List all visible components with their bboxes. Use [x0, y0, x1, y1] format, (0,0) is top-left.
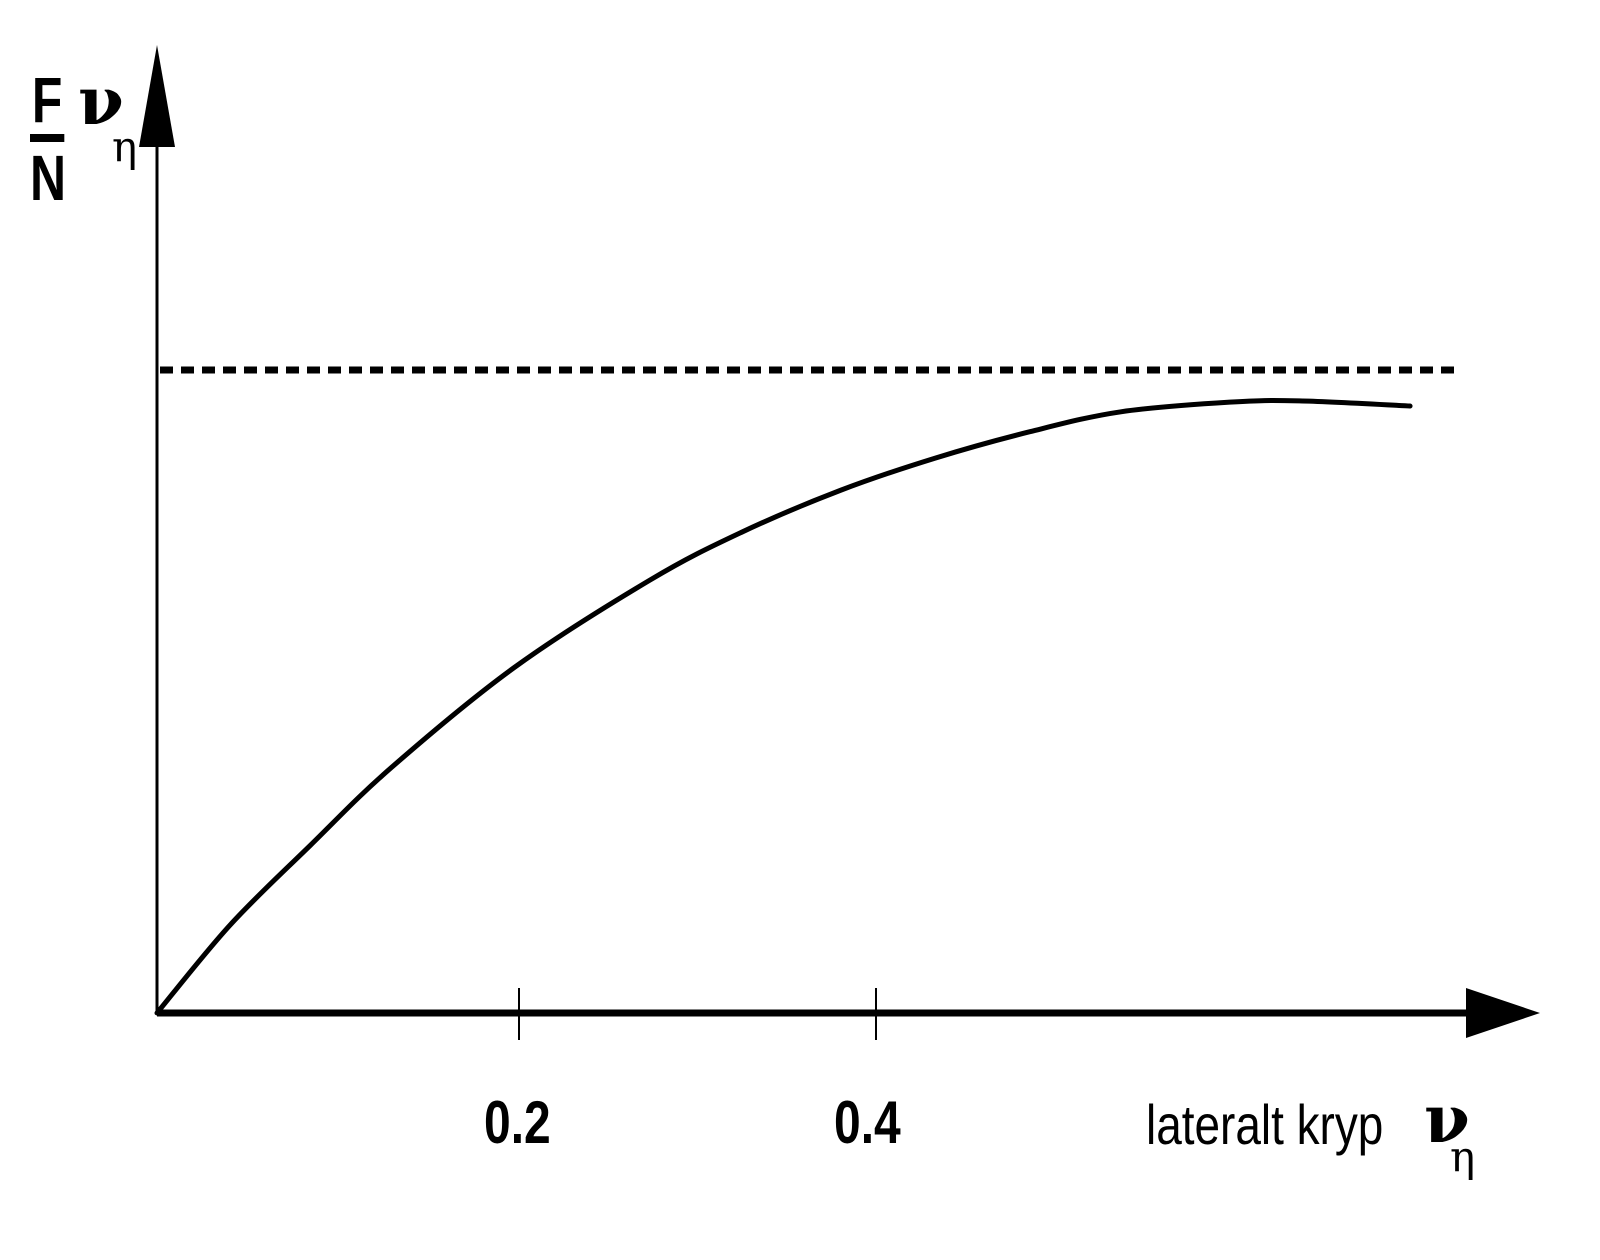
x-axis-label-subscript: η	[1450, 1132, 1476, 1181]
x-tick-label-0.4: 0.4	[834, 1089, 901, 1156]
y-label-subscript: η	[112, 122, 138, 171]
y-label-nu: ν	[78, 62, 124, 140]
y-label-denominator: N	[30, 142, 67, 214]
friction-curve	[154, 398, 1413, 1016]
x-axis-label-nu: ν	[1424, 1080, 1470, 1158]
y-axis-label-fraction: F N	[30, 64, 67, 214]
y-label-numerator: F	[31, 64, 63, 136]
fraction-bar	[30, 134, 65, 142]
x-tick-label-0.2: 0.2	[484, 1089, 551, 1156]
y-axis-arrow-icon	[139, 45, 175, 147]
x-axis-arrow-icon	[1466, 988, 1540, 1038]
x-axis-label-text: lateralt kryp	[1146, 1093, 1384, 1156]
